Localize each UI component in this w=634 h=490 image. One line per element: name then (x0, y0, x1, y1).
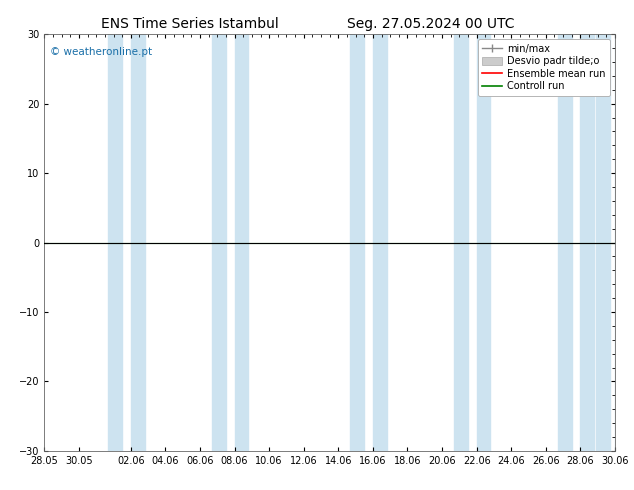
Legend: min/max, Desvio padr tilde;o, Ensemble mean run, Controll run: min/max, Desvio padr tilde;o, Ensemble m… (477, 39, 610, 96)
Bar (596, 34, 610, 451)
Bar (212, 34, 226, 451)
Bar (351, 34, 365, 451)
Bar (454, 34, 468, 451)
Bar (235, 34, 249, 451)
Bar (131, 34, 145, 451)
Text: ENS Time Series Istambul: ENS Time Series Istambul (101, 17, 279, 31)
Bar (580, 34, 594, 451)
Bar (373, 34, 387, 451)
Bar (477, 34, 491, 451)
Bar (615, 34, 629, 451)
Text: © weatheronline.pt: © weatheronline.pt (50, 47, 152, 57)
Bar (108, 34, 122, 451)
Text: Seg. 27.05.2024 00 UTC: Seg. 27.05.2024 00 UTC (347, 17, 515, 31)
Bar (558, 34, 572, 451)
